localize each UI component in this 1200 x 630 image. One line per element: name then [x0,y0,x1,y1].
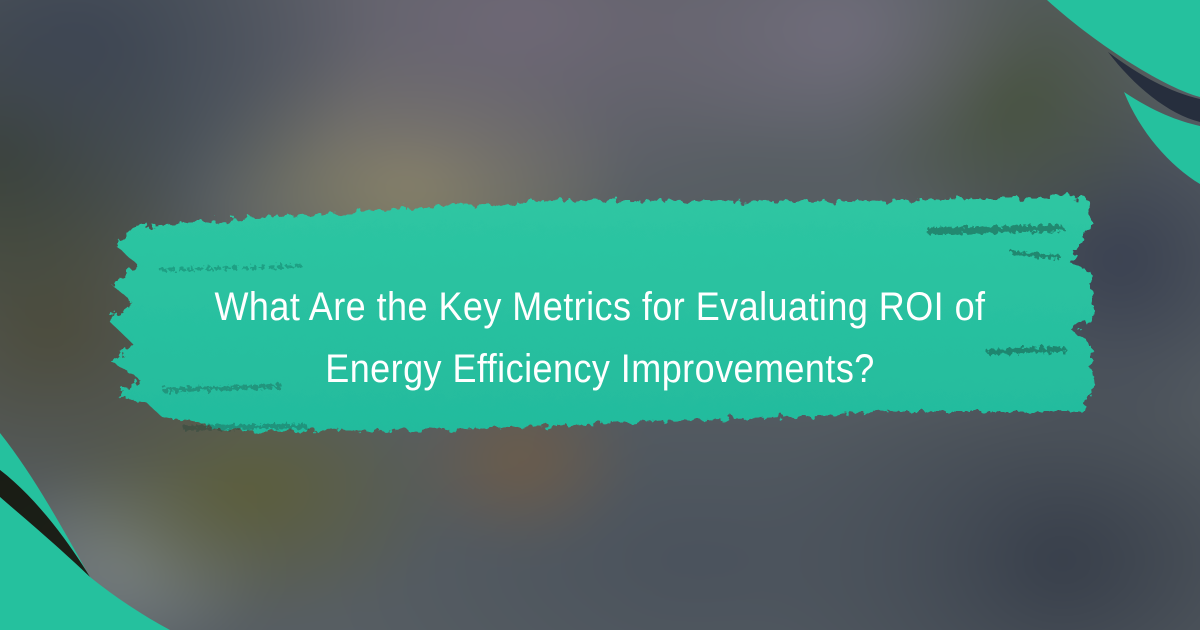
page-title: What Are the Key Metrics for Evaluating … [60,276,1140,400]
title-line-1: What Are the Key Metrics for Evaluating … [214,285,986,329]
brush-stroke-banner [109,197,1095,431]
dry-brush-texture-marks [160,224,1066,431]
title-line-2: Energy Efficiency Improvements? [325,347,875,391]
brush-stroke-shape [109,197,1095,431]
